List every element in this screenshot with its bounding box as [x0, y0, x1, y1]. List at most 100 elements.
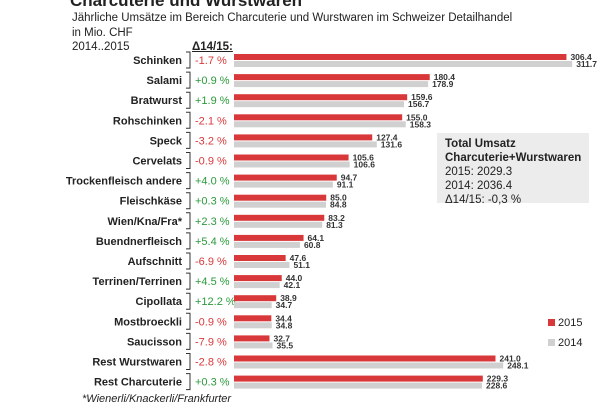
legend-swatch-2014	[548, 339, 555, 346]
value-label-2015: 38.9	[280, 293, 297, 303]
category-label: Saucisson	[127, 336, 182, 348]
bar-2015	[234, 335, 270, 342]
delta-label: +0.9 %	[195, 75, 230, 87]
summary-box: Total Umsatz Charcuterie+Wurstwaren 2015…	[437, 133, 589, 206]
bar-2014	[234, 262, 290, 268]
summary-title-2: Charcuterie+Wurstwaren	[445, 152, 582, 164]
value-label-2014: 84.8	[330, 200, 347, 210]
delta-label: -0.9 %	[195, 316, 227, 328]
value-label-2014: 228.6	[486, 381, 508, 391]
value-label-2014: 248.1	[507, 361, 529, 371]
bar-2015	[234, 194, 327, 201]
delta-label: -2.8 %	[195, 357, 227, 369]
value-label-2015: 64.1	[308, 233, 325, 243]
category-label: Rest Wurstwaren	[92, 357, 182, 369]
bracket	[186, 71, 191, 89]
value-label-2015: 159.6	[411, 92, 433, 102]
bar-2014	[234, 241, 300, 248]
value-label-2014: 131.6	[381, 139, 403, 149]
bar-2015	[234, 94, 408, 101]
bracket	[186, 252, 191, 270]
bracket	[186, 131, 191, 149]
category-label: Aufschnitt	[128, 256, 183, 268]
delta-label: +2.3 %	[195, 216, 230, 228]
category-label: Rohschinken	[113, 115, 182, 127]
category-label: Schinken	[133, 55, 182, 67]
bar-2014	[234, 342, 273, 349]
category-label: Fleischkäse	[120, 196, 182, 208]
category-label: Rest Charcuterie	[94, 377, 182, 389]
legend-label-2015: 2015	[558, 317, 582, 329]
value-label-2014: 34.7	[276, 300, 293, 310]
value-label-2015: 83.2	[328, 213, 345, 223]
value-label-2014: 34.8	[276, 320, 293, 330]
delta-label: -7.9 %	[195, 336, 227, 348]
value-label-2015: 180.4	[434, 72, 456, 82]
value-label-2014: 35.5	[277, 340, 294, 350]
chart-title: Charcuterie und Wurstwaren	[70, 0, 303, 10]
bracket	[186, 152, 191, 169]
legend-swatch-2015	[548, 319, 555, 326]
bar-2015	[234, 234, 304, 241]
unit-label: in Mio. CHF	[72, 27, 133, 39]
value-label-2015: 229.3	[487, 374, 509, 384]
category-label: Wien/Kna/Fra*	[108, 216, 183, 228]
value-label-2014: 60.8	[304, 240, 321, 250]
bracket	[186, 272, 191, 290]
bar-2014	[234, 362, 504, 369]
delta-label: +0.3 %	[195, 196, 230, 208]
bracket	[186, 192, 191, 210]
value-label-2015: 306.4	[570, 52, 592, 62]
value-label-2014: 158.3	[410, 119, 432, 129]
category-label: Buendnerfleisch	[96, 236, 182, 248]
category-label: Cervelats	[132, 156, 182, 168]
bar-2014	[234, 121, 406, 128]
bracket	[186, 353, 191, 370]
value-label-2014: 311.7	[576, 59, 597, 69]
value-label-2015: 127.4	[376, 132, 398, 142]
bar-2015	[234, 54, 567, 60]
bar-2014	[234, 61, 573, 67]
bar-2015	[234, 295, 277, 302]
bracket	[186, 332, 191, 350]
bar-2015	[234, 114, 403, 121]
footnote: *Wienerli/Knackerli/Frankfurter	[82, 393, 232, 405]
value-label-2015: 47.6	[290, 253, 307, 263]
delta-label: -6.9 %	[195, 256, 227, 268]
value-label-2014: 81.3	[326, 220, 343, 230]
delta-label: -3.2 %	[195, 135, 227, 147]
value-label-2015: 32.7	[273, 333, 290, 343]
delta-label: +1.9 %	[195, 95, 230, 107]
bar-2014	[234, 181, 333, 188]
delta-label: +0.3 %	[195, 377, 230, 389]
category-label: Terrinen/Terrinen	[93, 276, 183, 288]
delta-label: +4.5 %	[195, 276, 230, 288]
bar-2015	[234, 315, 272, 322]
category-label: Cipollata	[136, 296, 183, 308]
value-label-2014: 91.1	[337, 180, 354, 190]
bar-2015	[234, 275, 282, 282]
category-label: Mostbroeckli	[114, 316, 182, 328]
category-label: Trockenfleisch andere	[66, 176, 182, 188]
value-label-2014: 51.1	[293, 260, 310, 270]
value-label-2015: 105.6	[353, 153, 375, 163]
bracket	[186, 51, 191, 69]
value-label-2015: 44.0	[286, 273, 303, 283]
delta-label: -0.9 %	[195, 156, 227, 168]
value-label-2014: 156.7	[408, 99, 430, 109]
delta-label: +4.0 %	[195, 176, 230, 188]
bracket	[186, 91, 191, 109]
summary-2014: 2014: 2036.4	[445, 180, 513, 192]
bar-2014	[234, 201, 327, 208]
bar-2015	[234, 355, 496, 362]
period-label: 2014..2015	[72, 41, 130, 53]
delta-label: +5.4 %	[195, 236, 230, 248]
category-label: Speck	[150, 135, 183, 147]
summary-title-1: Total Umsatz	[445, 138, 516, 150]
category-label: Salami	[147, 75, 182, 87]
legend-label-2014: 2014	[558, 337, 582, 349]
delta-label: +12.2 %	[195, 296, 236, 308]
delta-label: -2.1 %	[195, 115, 227, 127]
bar-2015	[234, 134, 373, 141]
